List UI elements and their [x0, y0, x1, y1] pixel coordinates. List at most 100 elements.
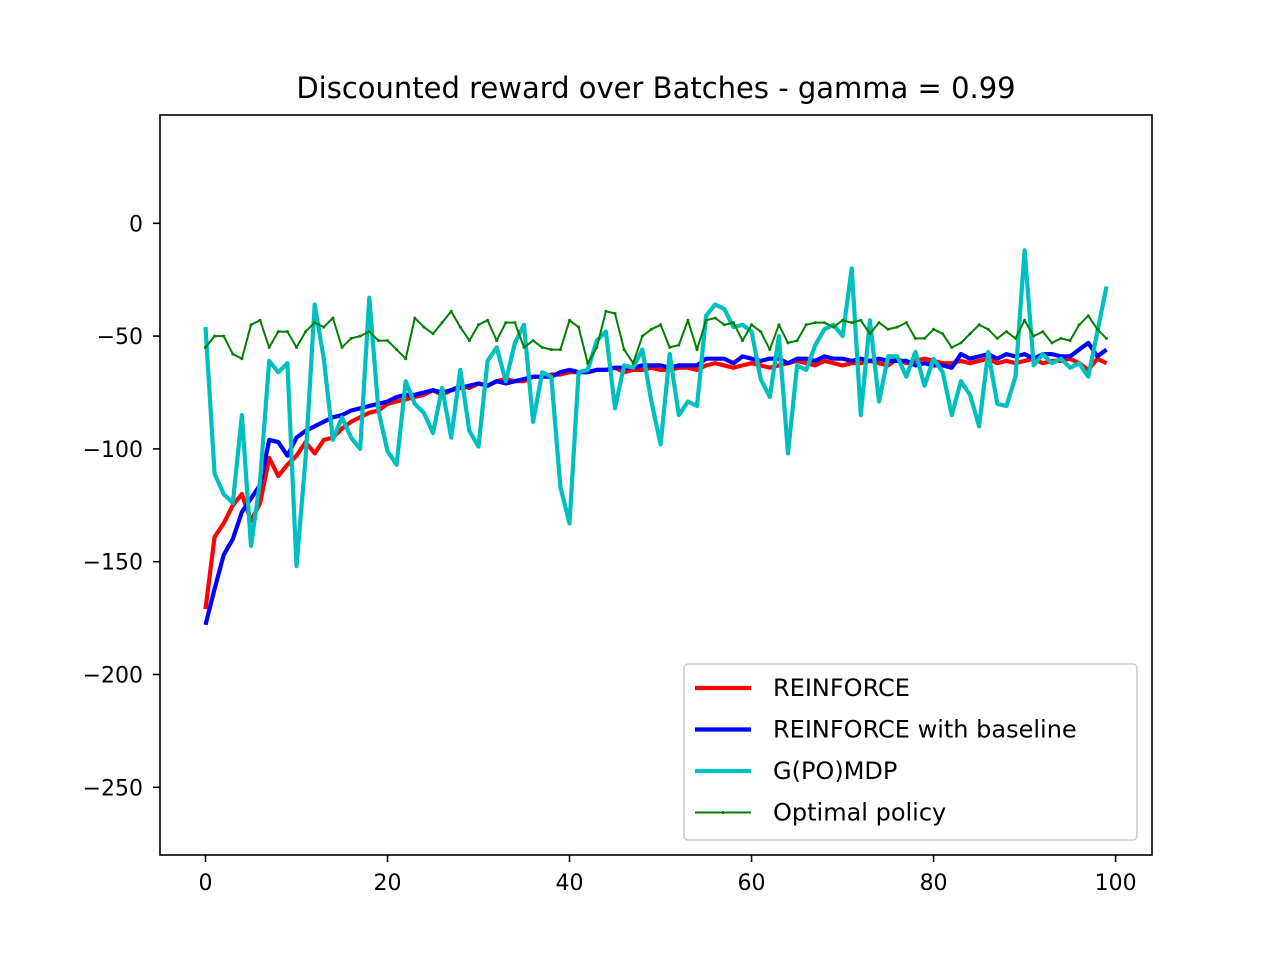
data-point-optimal-policy	[367, 330, 371, 334]
series-line-reinforce-with-baseline	[203, 340, 1108, 626]
data-point-optimal-policy	[868, 332, 872, 336]
data-point-optimal-policy	[950, 345, 954, 349]
data-point-optimal-policy	[577, 325, 581, 329]
data-point-optimal-policy	[804, 323, 808, 327]
data-point-optimal-policy	[722, 323, 726, 327]
legend-label-reinforce-with-baseline: REINFORCE with baseline	[773, 716, 1077, 744]
data-point-optimal-policy	[1050, 341, 1054, 345]
data-point-optimal-policy	[285, 330, 289, 334]
y-tick-label: −50	[97, 325, 143, 350]
data-point-optimal-policy	[258, 318, 262, 322]
series-g-po-mdp	[203, 248, 1109, 569]
legend: REINFORCE REINFORCE with baseline G(PO)MDP…	[683, 663, 1138, 841]
data-point-optimal-policy	[431, 332, 435, 336]
data-point-optimal-policy	[386, 339, 389, 343]
data-point-optimal-policy	[331, 316, 335, 320]
data-point-optimal-policy	[313, 321, 317, 325]
data-point-optimal-policy	[995, 336, 999, 340]
data-point-optimal-policy	[586, 361, 590, 365]
y-tick-label: −150	[83, 551, 143, 576]
data-point-optimal-policy	[841, 318, 845, 322]
series-line-optimal-policy	[204, 310, 1108, 365]
data-point-optimal-policy	[513, 321, 517, 325]
legend-label-reinforce: REINFORCE	[773, 674, 910, 702]
data-point-optimal-policy	[595, 345, 599, 349]
y-tick-label: −100	[83, 438, 143, 463]
data-point-optimal-policy	[477, 323, 480, 327]
data-point-optimal-policy	[886, 327, 890, 331]
y-tick-label: −200	[83, 664, 143, 689]
data-point-optimal-policy	[686, 318, 690, 322]
data-point-optimal-policy	[731, 321, 735, 325]
data-point-optimal-policy	[986, 327, 990, 331]
data-point-optimal-policy	[1095, 327, 1099, 331]
data-point-optimal-policy	[977, 323, 981, 327]
data-point-optimal-policy	[786, 341, 790, 345]
data-point-optimal-policy	[276, 330, 280, 334]
data-point-optimal-policy	[622, 348, 626, 352]
data-point-optimal-policy	[1077, 323, 1081, 327]
data-point-optimal-policy	[340, 345, 344, 349]
data-point-optimal-policy	[376, 339, 380, 343]
data-point-optimal-policy	[613, 312, 617, 315]
data-point-optimal-policy	[668, 345, 672, 349]
data-point-optimal-policy	[822, 321, 826, 325]
data-point-optimal-policy	[932, 327, 936, 331]
y-tick-label: 0	[129, 212, 143, 237]
data-point-optimal-policy	[531, 339, 535, 343]
data-point-optimal-policy	[877, 321, 881, 325]
data-point-optimal-policy	[467, 339, 471, 343]
data-point-optimal-policy	[558, 348, 562, 352]
legend-label-optimal-policy: Optimal policy	[773, 799, 946, 827]
data-point-optimal-policy	[895, 325, 899, 329]
x-axis: 0 20 40 60 80 100	[199, 855, 1137, 896]
data-point-optimal-policy	[449, 309, 453, 313]
data-point-optimal-policy	[404, 357, 408, 361]
data-point-optimal-policy	[495, 339, 499, 343]
x-tick-label: 0	[199, 871, 213, 896]
data-point-optimal-policy	[813, 321, 817, 325]
x-tick-label: 80	[920, 871, 948, 896]
data-point-optimal-policy	[395, 348, 399, 352]
data-point-optimal-policy	[795, 339, 799, 343]
data-point-optimal-policy	[1105, 336, 1108, 340]
data-point-optimal-policy	[832, 325, 835, 329]
series-optimal-policy	[204, 309, 1108, 365]
data-point-optimal-policy	[295, 345, 298, 349]
data-point-optimal-policy	[768, 348, 772, 352]
data-point-optimal-policy	[759, 330, 763, 334]
data-point-optimal-policy	[713, 316, 717, 320]
data-point-optimal-policy	[677, 343, 681, 347]
legend-box	[683, 663, 1138, 841]
x-tick-label: 40	[556, 871, 584, 896]
data-point-optimal-policy	[850, 321, 854, 325]
data-point-optimal-policy	[941, 332, 945, 336]
data-point-optimal-policy	[750, 323, 754, 327]
data-point-optimal-policy	[695, 348, 699, 352]
data-point-optimal-policy	[1086, 314, 1090, 318]
data-point-optimal-policy	[458, 325, 462, 329]
data-point-optimal-policy	[422, 325, 426, 329]
x-tick-label: 100	[1095, 871, 1137, 896]
data-point-optimal-policy	[968, 332, 972, 336]
data-point-optimal-policy	[413, 316, 417, 320]
plot-frame	[159, 114, 1153, 856]
data-point-optimal-policy	[1014, 336, 1017, 340]
data-point-optimal-policy	[568, 318, 571, 322]
data-point-optimal-policy	[304, 330, 308, 334]
data-point-optimal-policy	[659, 323, 663, 327]
data-point-optimal-policy	[1023, 318, 1027, 322]
data-point-optimal-policy	[213, 334, 217, 338]
data-point-optimal-policy	[631, 361, 635, 365]
data-point-optimal-policy	[923, 336, 926, 340]
data-point-optimal-policy	[777, 323, 781, 327]
data-point-optimal-policy	[913, 336, 917, 340]
data-point-optimal-policy	[204, 345, 207, 349]
data-point-optimal-policy	[1041, 330, 1045, 334]
series-line-g-po-mdp	[203, 248, 1109, 569]
series-layer	[203, 248, 1109, 626]
data-point-optimal-policy	[522, 345, 526, 349]
data-point-optimal-policy	[959, 341, 963, 345]
data-point-optimal-policy	[440, 321, 444, 325]
data-point-optimal-policy	[267, 345, 271, 349]
